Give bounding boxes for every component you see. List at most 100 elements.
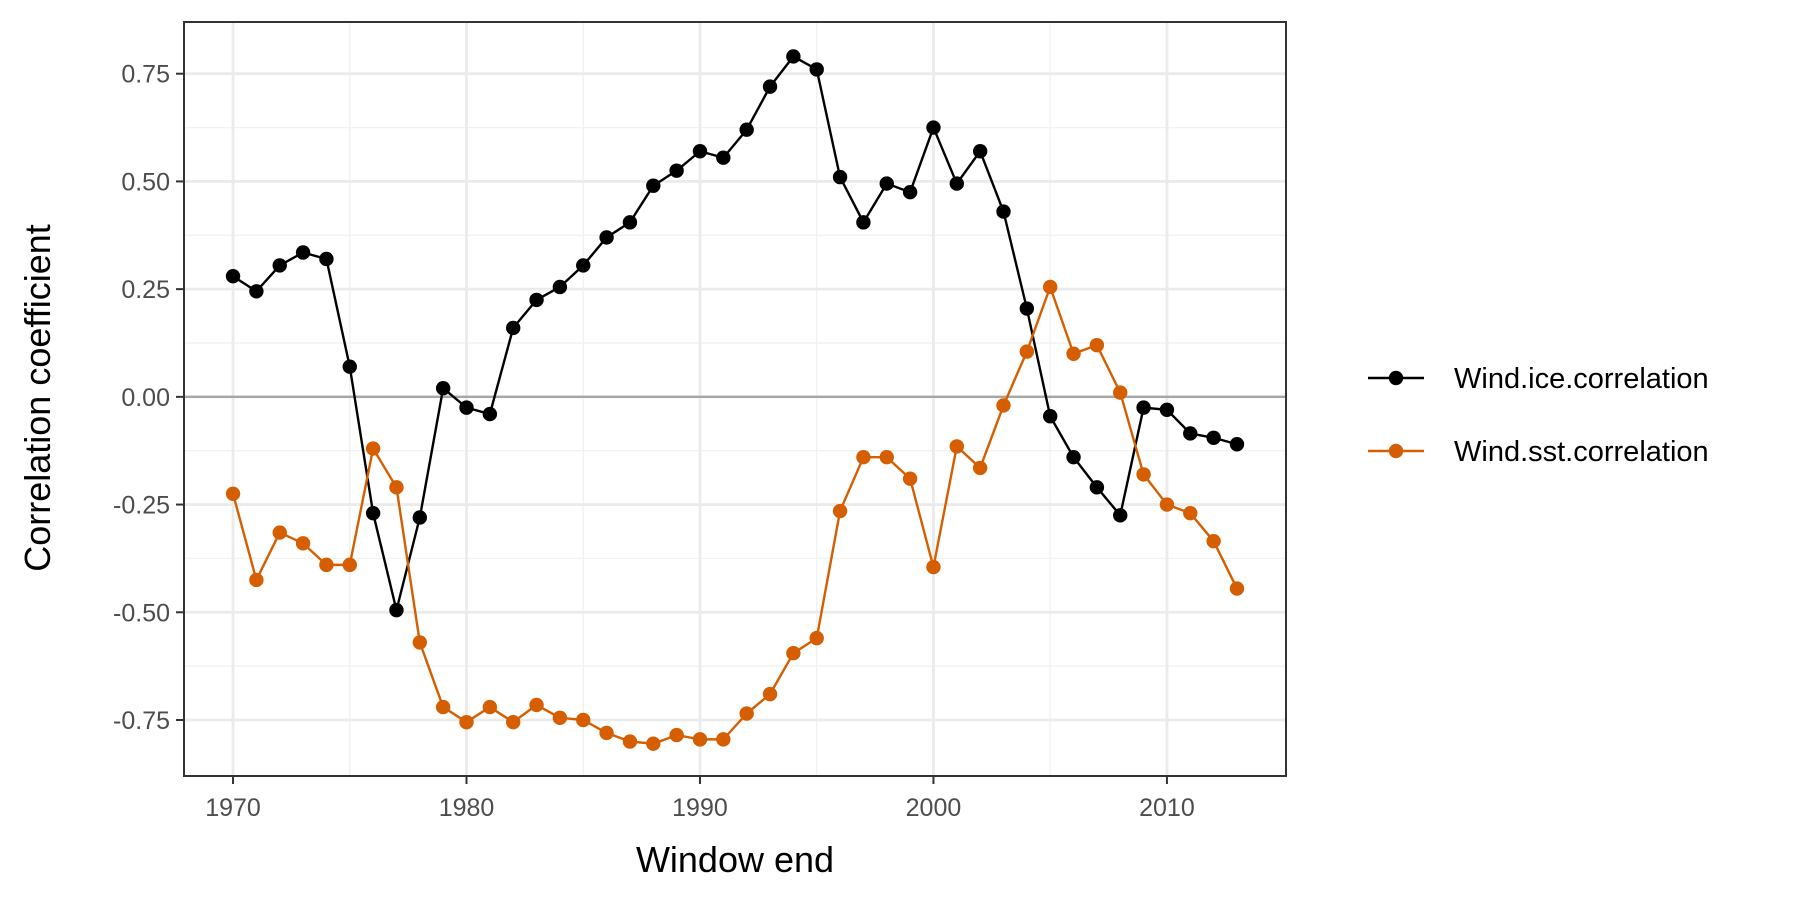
y-axis-title: Correlation coefficient xyxy=(17,224,58,572)
series-2-point xyxy=(949,439,965,454)
series-2-point xyxy=(669,727,684,743)
series-1-point xyxy=(879,176,894,191)
y-tick-label: -0.25 xyxy=(113,492,170,520)
series-2-point xyxy=(926,559,941,575)
legend-key-point-1 xyxy=(1388,370,1404,386)
series-2-point xyxy=(692,732,708,747)
series-1-point xyxy=(716,150,731,165)
series-1-point xyxy=(739,122,754,137)
series-2-point xyxy=(225,486,241,501)
series-2-point xyxy=(435,699,451,715)
series-2-point xyxy=(272,525,287,540)
series-2-point xyxy=(1089,337,1105,353)
series-1-point xyxy=(832,169,848,185)
series-1-point xyxy=(1019,301,1035,316)
series-2-point xyxy=(996,398,1011,413)
series-2-point xyxy=(412,635,428,650)
legend-key-point-2 xyxy=(1388,443,1404,459)
series-1-point xyxy=(552,279,568,295)
series-1-point xyxy=(1159,402,1175,417)
series-1-point xyxy=(856,215,871,230)
series-2-point xyxy=(786,646,801,661)
series-2-point xyxy=(716,732,731,747)
series-2-point xyxy=(1066,346,1081,361)
y-tick-label: -0.50 xyxy=(113,599,170,627)
series-1-point xyxy=(459,400,474,415)
series-1-point xyxy=(1229,437,1245,452)
series-1-point xyxy=(342,359,357,374)
series-2-point xyxy=(856,449,871,465)
series-2-point xyxy=(319,557,334,573)
legend: Wind.ice.correlation Wind.sst.correlation xyxy=(1368,363,1709,468)
series-2-point xyxy=(646,736,661,751)
series-1-point xyxy=(669,163,684,178)
series-1-point xyxy=(646,178,661,193)
series-2-point xyxy=(972,460,988,476)
series-1-point xyxy=(902,184,918,200)
series-2-point xyxy=(739,706,754,721)
series-1-point xyxy=(1066,449,1081,465)
series-1-point xyxy=(505,320,521,336)
series-2-point xyxy=(482,699,498,715)
series-2-point xyxy=(832,503,848,519)
series-1-point xyxy=(972,144,988,159)
series-1-point xyxy=(1183,426,1198,441)
series-2-point xyxy=(762,686,778,702)
y-tick-label: 0.50 xyxy=(121,168,170,196)
series-1-point xyxy=(1136,400,1151,415)
x-tick-label: 2000 xyxy=(906,794,962,822)
y-tick-label: -0.75 xyxy=(113,707,170,735)
series-1-point xyxy=(1113,508,1128,523)
plot-panel-border xyxy=(183,21,1287,777)
series-2-point xyxy=(1206,533,1221,549)
series-2-point xyxy=(365,441,381,456)
series-1-point xyxy=(599,230,614,245)
legend-label-1: Wind.ice.correlation xyxy=(1454,363,1709,395)
series-1-point xyxy=(435,381,451,396)
series-line-2 xyxy=(231,285,1239,745)
x-axis-title: Window end xyxy=(636,839,834,880)
series-2-point xyxy=(599,725,614,741)
series-1-point xyxy=(529,292,544,308)
series-2-point xyxy=(1183,505,1198,521)
series-line-1 xyxy=(232,55,1238,612)
series-1-point xyxy=(319,251,334,267)
series-2-point xyxy=(342,557,357,573)
axes-group: 1970 1980 1990 2000 2010 -0.75 -0.50 -0.25 0.00 0… xyxy=(113,21,1287,822)
series-1-point xyxy=(926,120,941,135)
legend-label-2: Wind.sst.correlation xyxy=(1454,436,1709,468)
y-tick-label: 0.75 xyxy=(121,61,170,89)
series-1-point xyxy=(295,245,311,260)
series-1-point xyxy=(1042,409,1058,424)
series-2-point xyxy=(1136,467,1151,482)
series-2-point xyxy=(505,714,521,730)
series-1-point xyxy=(1089,480,1105,495)
series-1-point xyxy=(692,144,708,159)
series-2-point xyxy=(1042,279,1058,295)
series-1-point xyxy=(809,62,824,77)
series-1-point xyxy=(1206,430,1221,445)
x-tick-label: 1970 xyxy=(205,794,261,822)
series-2-point xyxy=(879,449,894,465)
series-1-point xyxy=(225,269,241,284)
series-1-point xyxy=(249,284,264,299)
series-1-point xyxy=(482,406,498,422)
series-2-point xyxy=(809,630,824,646)
series-2-point xyxy=(622,734,638,749)
series-1-point xyxy=(389,602,404,618)
series-2-point xyxy=(389,480,404,495)
series-1-point xyxy=(786,49,801,64)
y-tick-label: 0.00 xyxy=(121,384,170,412)
x-tick-label: 1990 xyxy=(672,794,728,822)
series-1-point xyxy=(576,258,591,273)
series-group xyxy=(225,49,1245,751)
plot-panel xyxy=(184,22,1286,776)
series-2-point xyxy=(902,471,918,486)
series-1-point xyxy=(365,505,381,521)
series-2-point xyxy=(1019,344,1035,359)
series-2-point xyxy=(1159,497,1175,512)
x-tick-label: 2010 xyxy=(1139,794,1195,822)
